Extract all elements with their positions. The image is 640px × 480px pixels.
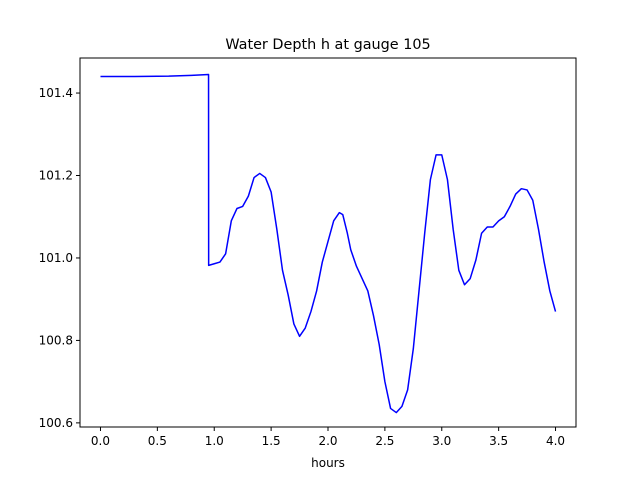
x-tick-label: 0.0 (91, 434, 110, 448)
x-tick-label: 0.5 (148, 434, 167, 448)
y-tick-label: 100.6 (39, 416, 73, 430)
x-axis-label: hours (311, 456, 345, 470)
y-tick-label: 101.0 (39, 251, 73, 265)
x-tick-label: 2.5 (375, 434, 394, 448)
plot-area (79, 57, 577, 428)
series-line-0 (100, 73, 557, 414)
y-axis: 100.6 100.8 101.0 101.2 101.4 (39, 86, 80, 430)
x-tick-label: 2.0 (318, 434, 337, 448)
y-tick-label: 100.8 (39, 333, 73, 347)
x-tick-label: 4.0 (546, 434, 565, 448)
x-tick-label: 1.0 (205, 434, 224, 448)
y-tick-label: 101.4 (39, 86, 73, 100)
chart-title: Water Depth h at gauge 105 (225, 37, 430, 53)
x-tick-label: 3.0 (432, 434, 451, 448)
x-axis: 0.0 0.5 1.0 1.5 2.0 2.5 3.0 3.5 4.0 (91, 427, 565, 448)
y-tick-label: 101.2 (39, 169, 73, 183)
x-tick-label: 3.5 (489, 434, 508, 448)
x-tick-label: 1.5 (262, 434, 281, 448)
